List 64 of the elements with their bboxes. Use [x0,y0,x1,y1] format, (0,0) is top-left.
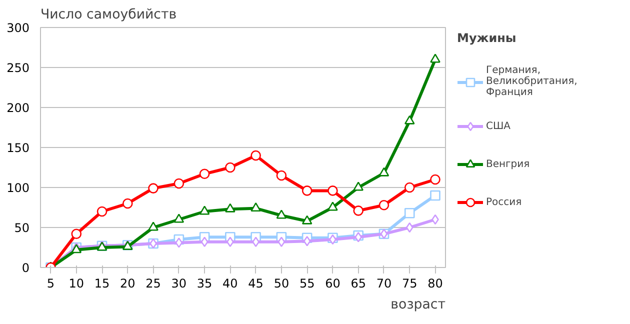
point [276,170,287,181]
point [174,214,184,223]
point [250,150,261,161]
legend-label: США [486,120,511,132]
point [328,202,338,211]
x-tick-label: 60 [325,276,340,290]
point [148,222,158,231]
point [430,174,440,185]
point [278,236,286,248]
point [353,206,364,216]
y-tick-label: 300 [6,21,30,35]
x-tick-label: 10 [68,276,84,290]
point [378,200,390,210]
x-tick-label: 5 [46,276,55,290]
point [200,236,208,248]
x-tick-label: 25 [146,276,161,290]
y-axis-title: Число самоубийств [40,8,177,22]
point [225,162,236,173]
y-tick-label: 0 [22,261,30,275]
point [430,190,440,201]
point [225,203,236,212]
point [175,238,183,248]
point [122,198,133,209]
point [353,182,364,191]
point [404,182,415,193]
legend-title: Мужины [457,31,518,45]
point [199,206,210,215]
point [302,215,312,224]
x-tick-label: 75 [402,276,418,290]
point [71,228,82,240]
point [302,186,312,196]
point [96,206,108,217]
y-tick-label: 150 [6,141,30,155]
x-tick-label: 35 [196,276,212,290]
legend-label: Венгрия [486,158,530,170]
x-tick-label: 15 [94,276,110,290]
x-tick-label: 30 [171,276,187,290]
point [378,167,390,176]
y-tick-label: 250 [6,61,30,75]
x-tick-label: 70 [376,276,392,290]
point [328,186,338,196]
x-tick-label: 40 [222,276,238,290]
x-tick-label: 65 [350,276,366,290]
point [250,202,261,212]
x-tick-label: 45 [248,276,264,290]
x-tick-label: 50 [274,276,290,290]
point [174,178,184,189]
point [430,54,440,63]
y-tick-label: 100 [6,181,30,195]
legend-label: Германия, Великобритания, Франция [486,65,578,98]
x-tick-label: 20 [120,276,136,290]
x-axis-title: возраст [390,298,446,312]
y-tick-label: 200 [6,101,30,115]
x-tick-label: 55 [299,276,315,290]
point [199,168,210,180]
y-tick-label: 50 [14,221,30,235]
point [406,222,414,233]
point [276,210,287,219]
point [148,183,158,194]
legend-label: Россия [486,196,522,208]
point [404,115,415,124]
point [404,208,415,218]
x-tick-label: 80 [428,276,443,290]
point [303,236,311,246]
